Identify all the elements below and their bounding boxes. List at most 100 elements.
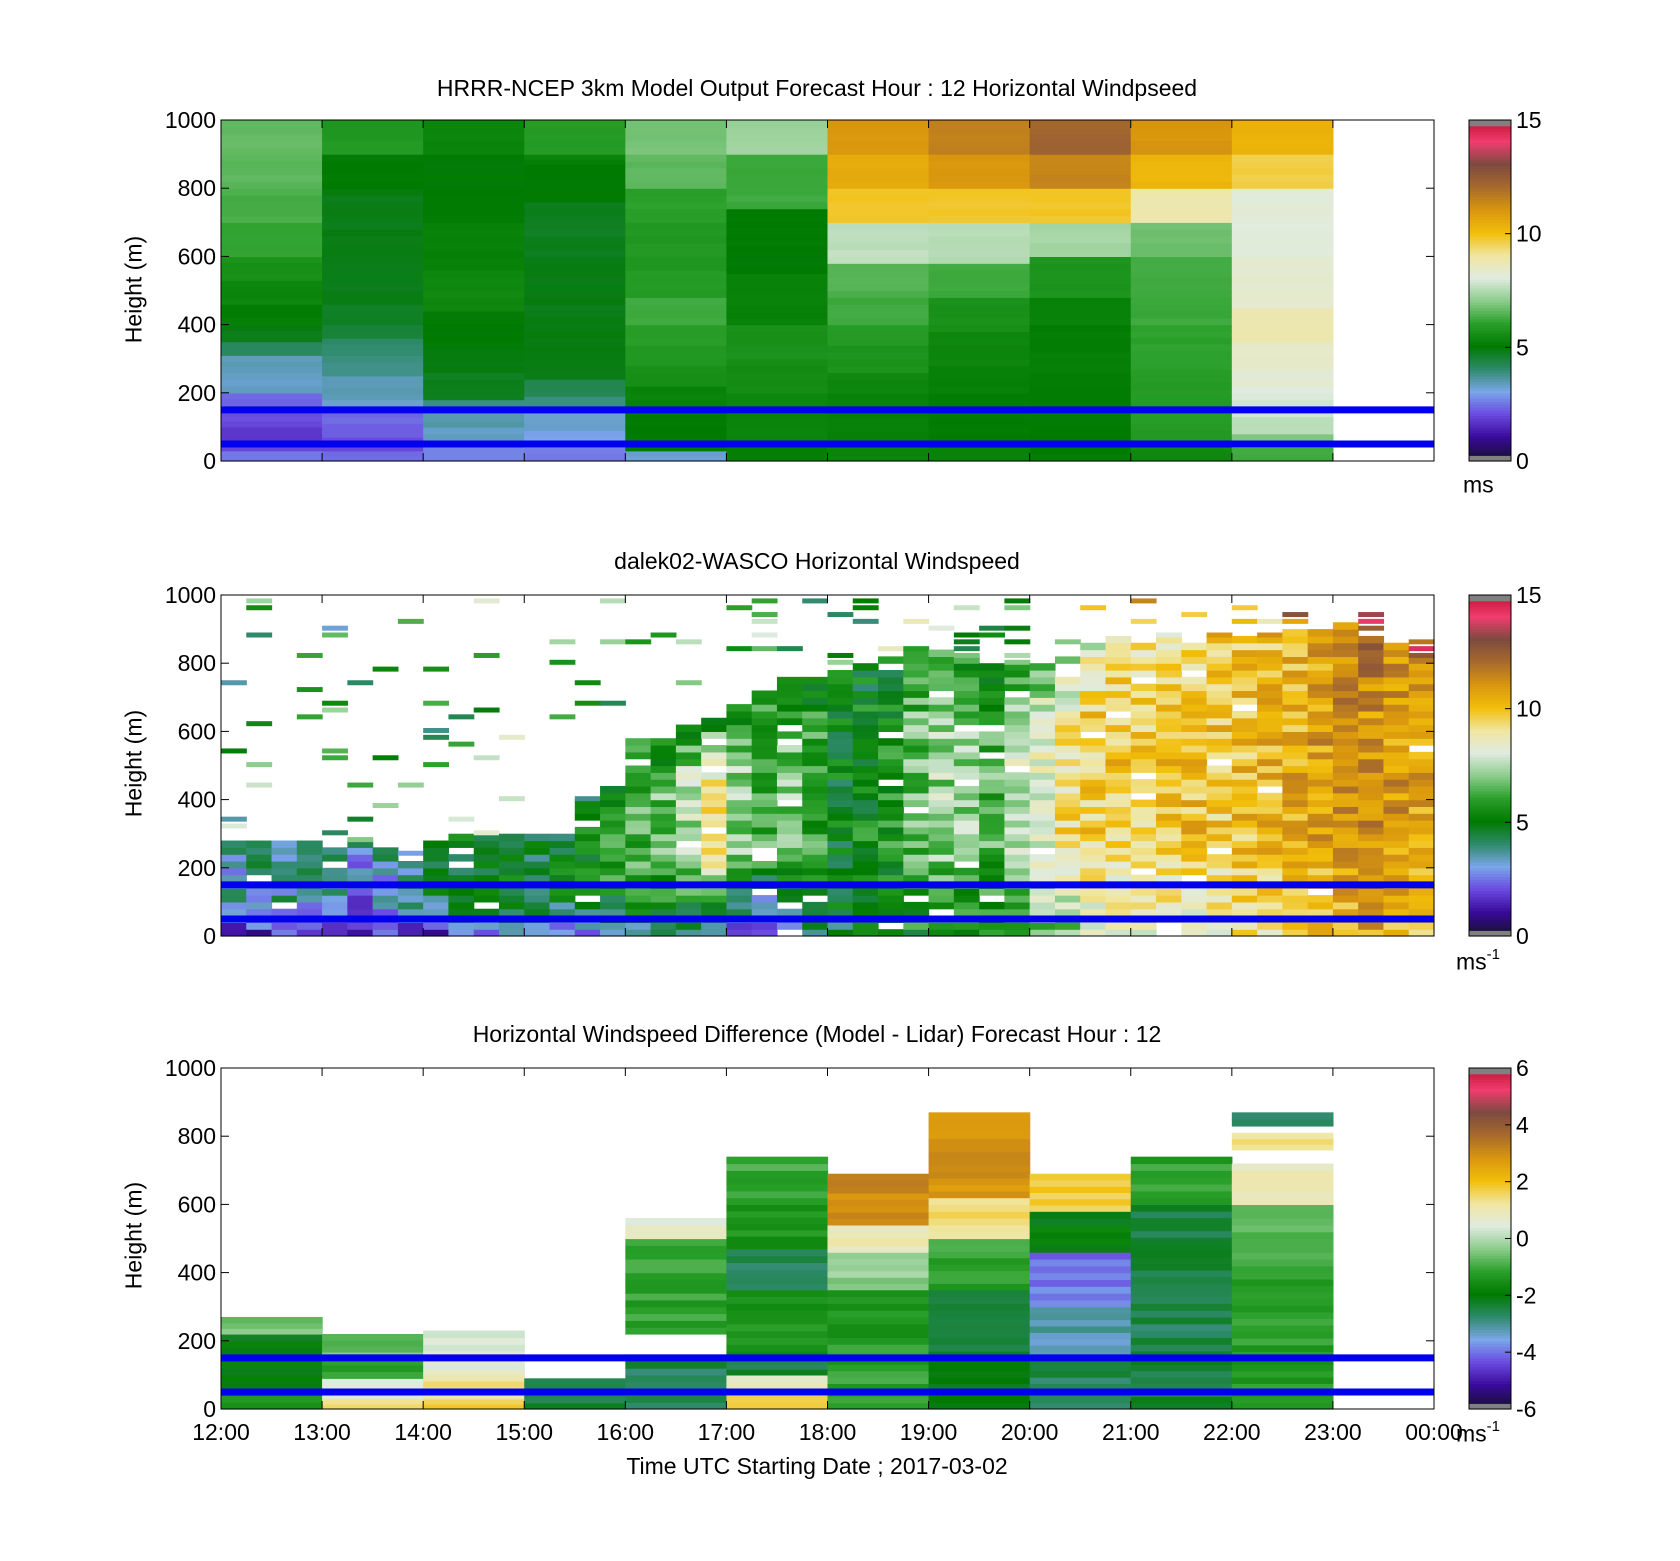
panel-3-cell	[928, 1330, 1031, 1338]
panel-3-colorbar-segment	[1469, 1073, 1511, 1078]
panel-2-sparse-cell	[1231, 618, 1258, 624]
panel-1-cell	[827, 160, 930, 169]
panel-2-cell	[1282, 854, 1309, 862]
panel-2-cell	[776, 826, 803, 835]
panel-2-cell	[827, 799, 854, 808]
panel-2-cell	[1029, 663, 1056, 671]
panel-3-y-tick-label: 1000	[165, 1055, 216, 1081]
panel-2-cell	[903, 867, 930, 876]
panel-2-cell	[928, 867, 955, 876]
panel-1-cell	[827, 310, 930, 319]
panel-2-cell	[928, 813, 955, 821]
panel-2-cell	[1358, 792, 1385, 801]
panel-2-cell	[423, 847, 450, 855]
panel-1-cell	[1231, 256, 1334, 264]
panel-1-cell	[827, 418, 930, 426]
panel-3-cell	[1029, 1179, 1132, 1187]
panel-2-colorbar-segment	[1469, 901, 1511, 906]
panel-2-cell	[1257, 738, 1283, 746]
panel-2-cell	[776, 874, 803, 883]
panel-2-sparse-cell	[600, 700, 626, 706]
panel-1-colorbar-segment	[1469, 321, 1511, 326]
panel-2-cell	[751, 710, 778, 719]
panel-2-cell	[1004, 895, 1031, 903]
panel-2-cell	[802, 772, 829, 780]
panel-1-colorbar-segment	[1469, 270, 1511, 275]
panel-2-cell	[979, 670, 1005, 678]
panel-2-cell	[903, 779, 930, 787]
panel-1-cell	[221, 324, 323, 331]
panel-2-y-tick-label: 800	[178, 650, 216, 676]
panel-2-cell	[878, 656, 904, 664]
panel-2-cell	[1156, 656, 1182, 664]
panel-1-cell	[827, 424, 930, 432]
panel-2-cell	[1231, 799, 1258, 808]
panel-2-cell	[928, 704, 955, 712]
panel-2-cell	[1181, 731, 1208, 739]
panel-2-sparse-cell	[852, 618, 879, 624]
panel-1-cell	[1130, 297, 1233, 305]
panel-1-cell	[221, 355, 323, 362]
panel-2-cell	[1054, 683, 1081, 692]
panel-2-cell	[1257, 779, 1283, 787]
panel-3-cell	[221, 1333, 323, 1342]
panel-2-cell	[776, 888, 803, 896]
panel-2-cell	[827, 758, 854, 767]
panel-2-cell	[979, 785, 1005, 794]
panel-1-cell	[1029, 310, 1132, 319]
panel-2-cell	[473, 867, 500, 876]
panel-2-cell	[1257, 676, 1283, 685]
panel-2-colorbar-segment	[1469, 808, 1511, 812]
panel-2-colorbar-segment	[1469, 648, 1511, 653]
panel-1-cell	[726, 392, 829, 401]
panel-2-cell	[878, 710, 904, 719]
panel-1-cell	[827, 249, 930, 257]
panel-3-colorbar-segment	[1469, 1173, 1511, 1177]
panel-2-cell	[524, 888, 551, 896]
panel-1-cell	[524, 310, 626, 319]
panel-1-cell	[221, 366, 323, 373]
panel-3-cell	[827, 1224, 930, 1233]
panel-2-cell	[1206, 690, 1233, 698]
panel-2-cell	[776, 860, 803, 869]
panel-2-cell	[1029, 731, 1056, 739]
x-tick-label: 22:00	[1203, 1419, 1261, 1445]
panel-2-cell	[726, 826, 753, 835]
panel-2-cell	[1105, 683, 1132, 692]
panel-1-cell	[1029, 222, 1132, 230]
panel-1-cell	[1231, 355, 1334, 363]
panel-1-cell	[726, 220, 829, 228]
panel-2-cell	[1408, 772, 1435, 780]
panel-2-cell	[1181, 656, 1208, 664]
panel-1-cell	[625, 126, 728, 135]
panel-2-cell	[600, 895, 626, 903]
panel-3-cell	[827, 1180, 930, 1188]
panel-2-cell	[1156, 670, 1182, 678]
panel-2-cell	[953, 690, 980, 698]
panel-2-cell	[1408, 901, 1435, 910]
panel-3-cell	[221, 1395, 323, 1403]
panel-1-cell	[1029, 447, 1132, 455]
panel-3-cell	[423, 1392, 525, 1400]
panel-1-colorbar-segment	[1469, 318, 1511, 323]
panel-2-cell	[1282, 820, 1309, 828]
panel-1-cell	[827, 167, 930, 176]
panel-2-cell	[1054, 656, 1081, 664]
panel-2-cell	[650, 779, 677, 787]
panel-2-cell	[1307, 826, 1334, 835]
panel-1-colorbar-segment	[1469, 446, 1511, 451]
panel-3-cell	[928, 1171, 1031, 1179]
panel-2-cell	[776, 854, 803, 862]
panel-3-cell	[1231, 1364, 1334, 1372]
panel-2-cell	[1282, 758, 1309, 767]
panel-2-cell	[625, 922, 652, 930]
panel-2-cell	[1206, 724, 1233, 732]
panel-2-cell	[600, 792, 626, 801]
panel-1-colorbar-segment	[1469, 355, 1511, 360]
panel-2-cell	[1080, 704, 1107, 712]
panel-2-cell	[600, 854, 626, 862]
panel-1-cell	[1130, 263, 1233, 271]
panel-1-cell	[1130, 235, 1233, 244]
panel-3-cell	[1029, 1325, 1132, 1333]
panel-3-cell	[1029, 1313, 1132, 1321]
